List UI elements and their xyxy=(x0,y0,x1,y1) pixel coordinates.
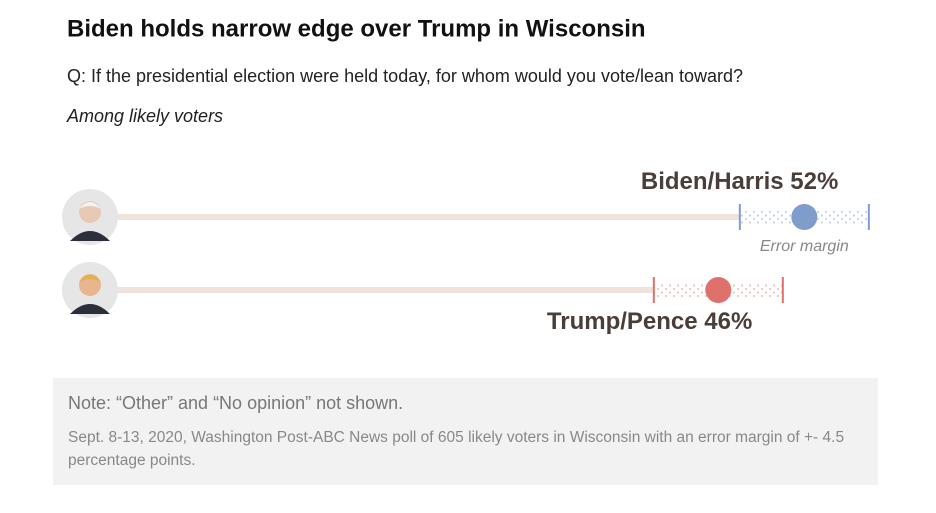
series-label: Biden/Harris 52% xyxy=(641,168,838,195)
track xyxy=(90,287,654,293)
caption: Among likely voters xyxy=(66,106,223,126)
portrait-body xyxy=(70,304,110,314)
portrait-body xyxy=(70,231,110,241)
series-label: Trump/Pence 46% xyxy=(547,308,752,335)
note-box: Note: “Other” and “No opinion” not shown… xyxy=(53,378,878,485)
series-name: Biden/Harris xyxy=(641,168,784,195)
source: Sept. 8-13, 2020, Washington Post-ABC Ne… xyxy=(68,429,845,469)
dot xyxy=(791,204,818,230)
error-label: Error margin xyxy=(760,238,849,255)
dot xyxy=(705,277,732,303)
chart-title: Biden holds narrow edge over Trump in Wi… xyxy=(67,15,646,42)
note: Note: “Other” and “No opinion” not shown… xyxy=(68,393,404,413)
value-label: 52% xyxy=(790,168,838,195)
track xyxy=(90,214,740,220)
portrait-hair xyxy=(79,202,101,209)
portrait-hair xyxy=(79,275,101,282)
value-label: 46% xyxy=(704,308,752,335)
subtitle: Q: If the presidential election were hel… xyxy=(67,66,743,86)
portrait xyxy=(62,262,118,318)
series-name: Trump/Pence xyxy=(547,308,698,335)
portrait xyxy=(62,189,118,245)
